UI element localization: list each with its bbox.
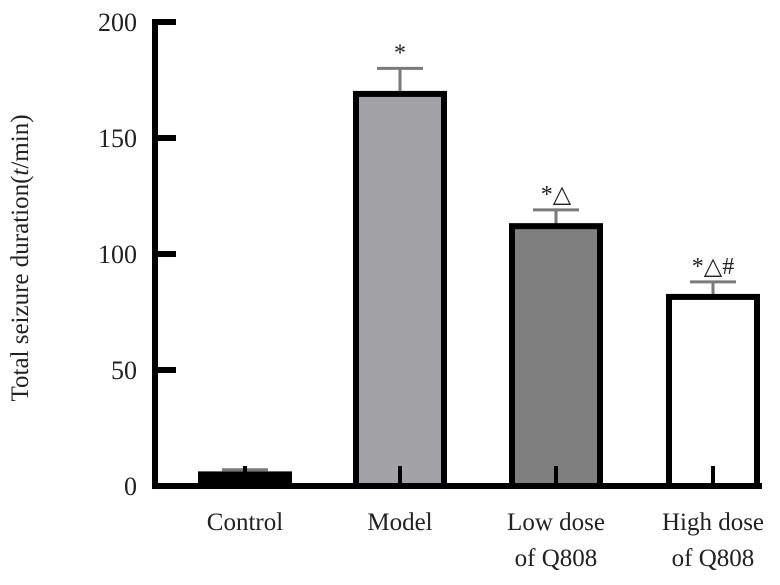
x-tick-label-line2: of Q808 [672,545,755,572]
x-tick-label: Control [207,509,283,536]
bars: * *△ *△# [198,40,760,490]
y-axis-label: Total seizure duration(t/min) [7,114,34,401]
x-tick-label: Low dose [507,509,605,536]
category-labels: Control Model Low dose of Q808 High dose of Q… [207,509,764,572]
significance-label: *△ [541,182,572,208]
y-tick-label: 150 [98,124,137,153]
x-tick-label: Model [367,509,432,536]
y-tick-label: 100 [98,240,137,269]
y-axis-label-suffix: /min) [7,114,34,168]
y-axis-label-prefix: Total seizure duration( [7,176,34,402]
significance-label: *△# [692,254,734,280]
y-tick-label: 50 [111,356,137,385]
y-axis-label-italic: t [7,168,34,176]
y-axis: 0 50 100 150 200 [98,8,176,501]
bar [666,293,760,490]
y-tick-label: 0 [124,472,137,501]
y-tick-label: 200 [98,8,137,37]
bar [509,223,603,489]
x-tick-label: High dose [662,509,764,536]
bar [353,90,447,489]
x-tick-label-line2: of Q808 [515,545,598,572]
significance-label: * [394,40,406,66]
